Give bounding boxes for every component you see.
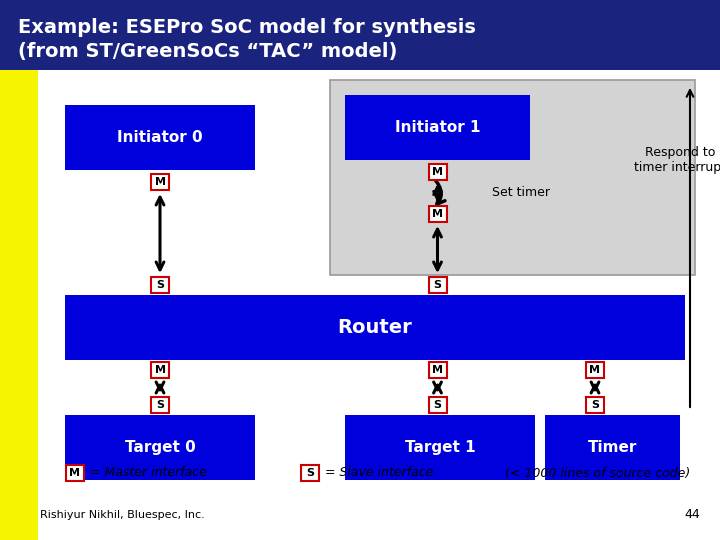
- Bar: [151, 174, 169, 190]
- Text: S: S: [433, 280, 441, 290]
- Text: Target 1: Target 1: [405, 440, 475, 455]
- Bar: [151, 277, 169, 293]
- Text: Target 0: Target 0: [125, 440, 195, 455]
- Bar: [0, 0, 720, 70]
- Text: Initiator 0: Initiator 0: [117, 130, 203, 145]
- Bar: [428, 362, 446, 378]
- Text: M: M: [155, 177, 166, 187]
- Text: Timer: Timer: [588, 440, 637, 455]
- Text: = Slave interface: = Slave interface: [325, 467, 433, 480]
- Text: Router: Router: [338, 318, 413, 337]
- Bar: [428, 164, 446, 180]
- Text: M: M: [590, 365, 600, 375]
- Bar: [0, 70, 38, 540]
- Text: M: M: [432, 167, 443, 177]
- Text: Respond to
timer interrupt: Respond to timer interrupt: [634, 146, 720, 174]
- Text: (from ST/GreenSoCs “TAC” model): (from ST/GreenSoCs “TAC” model): [18, 42, 397, 61]
- Bar: [65, 295, 685, 360]
- Text: S: S: [156, 400, 164, 410]
- Bar: [151, 397, 169, 413]
- Bar: [428, 206, 446, 222]
- Bar: [301, 465, 319, 481]
- Text: Example: ESEPro SoC model for synthesis: Example: ESEPro SoC model for synthesis: [18, 18, 476, 37]
- Text: M: M: [155, 365, 166, 375]
- Bar: [151, 362, 169, 378]
- Text: = Master interface: = Master interface: [90, 467, 207, 480]
- Bar: [65, 415, 255, 480]
- Text: M: M: [70, 468, 81, 478]
- Bar: [428, 397, 446, 413]
- Bar: [330, 80, 695, 275]
- Text: S: S: [306, 468, 314, 478]
- Text: (< 1000 lines of source code): (< 1000 lines of source code): [505, 467, 690, 480]
- Bar: [345, 95, 530, 160]
- Bar: [586, 362, 604, 378]
- Bar: [345, 415, 535, 480]
- Text: Initiator 1: Initiator 1: [395, 120, 480, 135]
- Text: 44: 44: [684, 509, 700, 522]
- Text: Set timer: Set timer: [492, 186, 551, 199]
- Bar: [586, 397, 604, 413]
- Text: S: S: [156, 280, 164, 290]
- Bar: [545, 415, 680, 480]
- Text: M: M: [432, 209, 443, 219]
- Bar: [66, 465, 84, 481]
- Bar: [65, 105, 255, 170]
- Text: S: S: [433, 400, 441, 410]
- Text: M: M: [432, 365, 443, 375]
- Bar: [428, 277, 446, 293]
- Text: S: S: [591, 400, 599, 410]
- Text: Rishiyur Nikhil, Bluespec, Inc.: Rishiyur Nikhil, Bluespec, Inc.: [40, 510, 204, 520]
